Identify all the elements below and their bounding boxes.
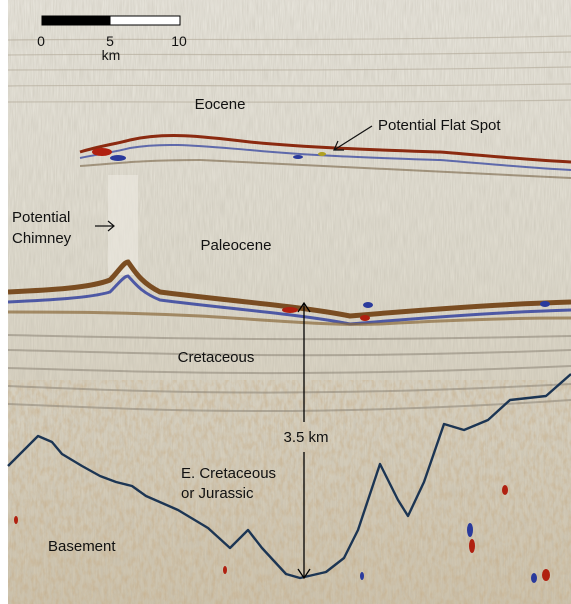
seismic-panel	[8, 0, 571, 604]
label-thickness: 3.5 km	[283, 429, 328, 446]
scale-tick-10: 10	[171, 33, 187, 49]
label-cretaceous: Cretaceous	[178, 349, 255, 366]
thickness-arrow	[297, 301, 311, 580]
label-eocene: Eocene	[195, 96, 246, 113]
flat-spot-reflector	[79, 134, 571, 179]
upper-reflectors	[8, 35, 571, 103]
scale-bar-black-segment	[41, 15, 111, 26]
chimney-arrow-head	[107, 220, 115, 232]
seismic-grain-deep	[8, 380, 571, 604]
flat-spot-arrow-head	[333, 140, 344, 151]
label-chimney-line1: Potential	[12, 209, 70, 226]
scale-tick-5: 5	[106, 33, 114, 49]
scale-tick-0: 0	[37, 33, 45, 49]
top-basement-line	[7, 373, 571, 580]
label-chimney-line2: Chimney	[12, 230, 72, 247]
label-paleocene: Paleocene	[201, 237, 272, 254]
label-basement: Basement	[48, 538, 116, 555]
label-flat-spot: Potential Flat Spot	[378, 117, 501, 134]
cretaceous-reflectors	[8, 334, 571, 413]
top-cretaceous-reflector	[8, 259, 571, 326]
scale-unit: km	[102, 47, 121, 63]
label-early-cretaceous-line1: E. Cretaceous	[181, 465, 276, 482]
basement-amplitude-specks	[14, 485, 550, 583]
scale-bar-white-segment	[109, 15, 181, 26]
scale-bar: 0 5 10 km	[37, 15, 187, 63]
label-early-cretaceous-line2: or Jurassic	[181, 485, 254, 502]
flat-spot-arrow	[333, 125, 373, 151]
